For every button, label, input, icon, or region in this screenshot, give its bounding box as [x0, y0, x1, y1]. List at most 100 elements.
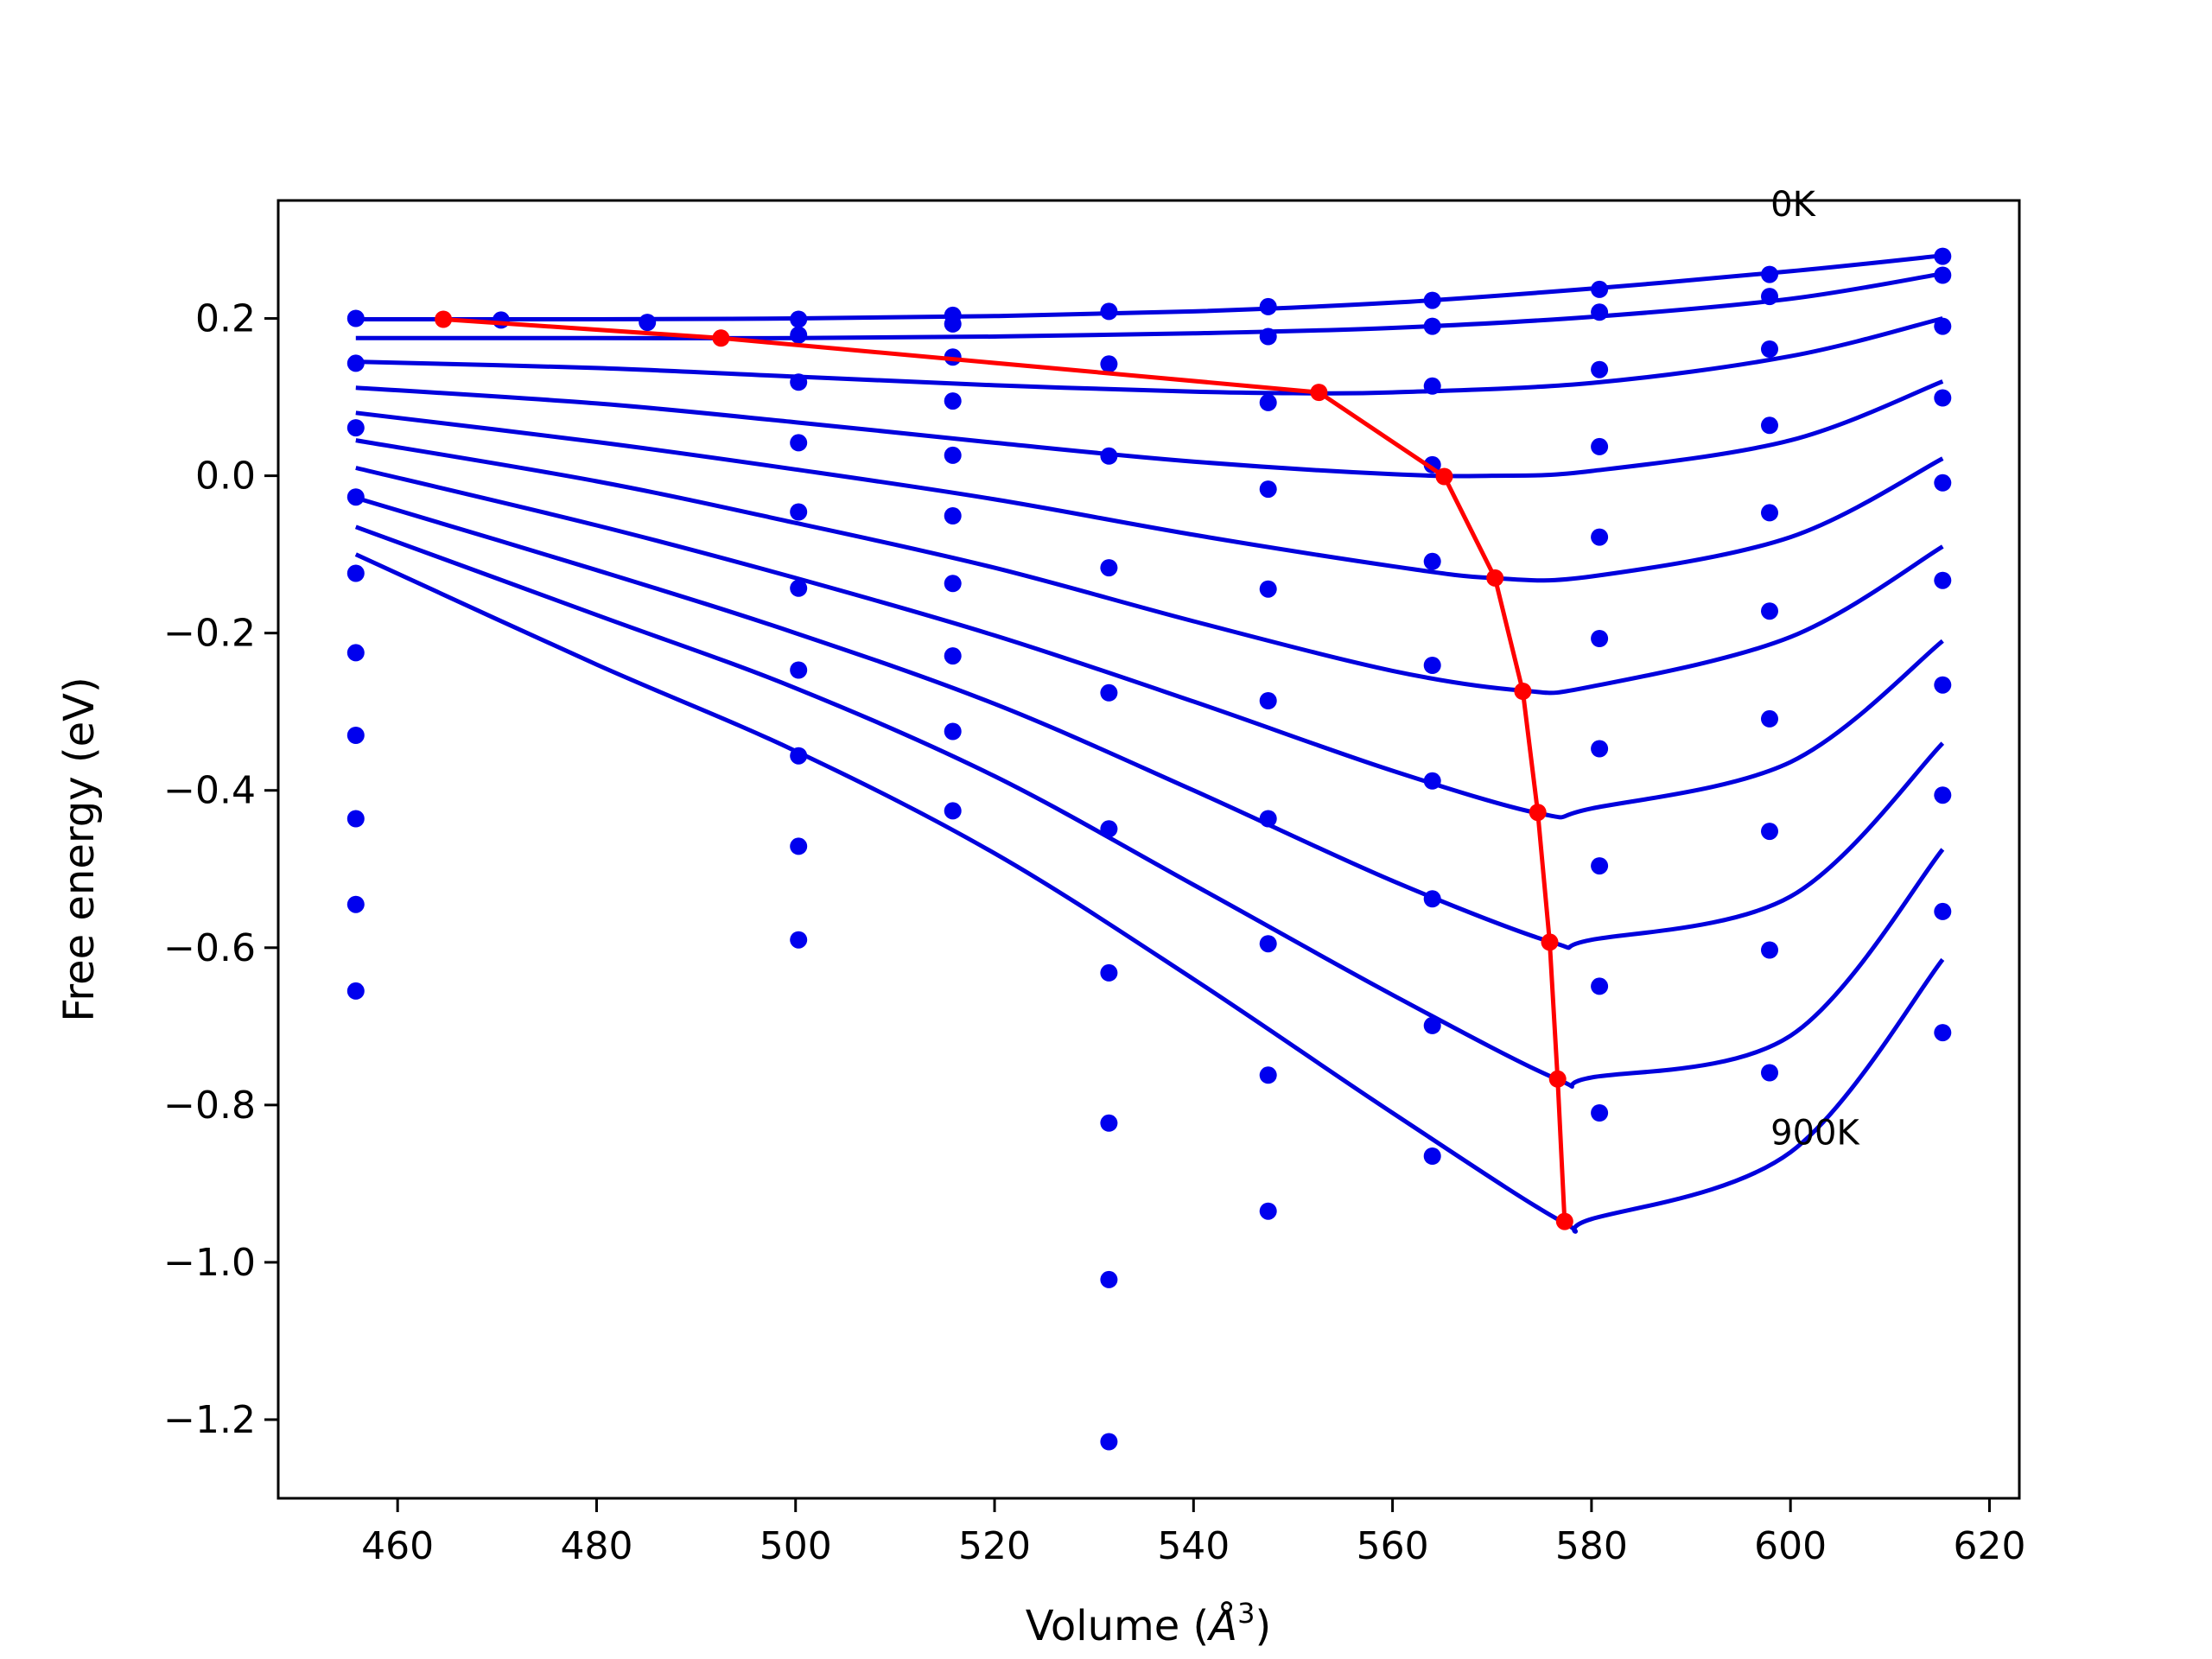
data-point-5-0 [1100, 302, 1118, 321]
fit-curve-3 [355, 379, 1944, 479]
data-point-9-4 [1761, 504, 1778, 522]
minimum-point-0 [435, 310, 453, 328]
data-point-7-9 [1423, 1147, 1441, 1165]
x-tick-label-7: 600 [1754, 1524, 1827, 1568]
data-point-4-1 [944, 315, 962, 333]
data-point-9-6 [1761, 709, 1778, 728]
data-point-3-9 [790, 931, 808, 949]
y-axis-label: Free energy (eV) [55, 677, 104, 1021]
fit-curve-4 [355, 410, 1944, 583]
data-point-4-6 [944, 575, 962, 593]
x-tick-label-0: 460 [361, 1524, 434, 1568]
annotations: 0K 900K [1770, 185, 1860, 1153]
data-point-8-6 [1591, 740, 1609, 758]
data-point-10-3 [1934, 389, 1952, 407]
data-point-5-5 [1100, 820, 1118, 838]
data-point-0-6 [346, 727, 365, 744]
data-point-3-4 [790, 503, 808, 521]
data-point-3-2 [790, 373, 808, 391]
data-point-10-0 [1934, 247, 1952, 265]
data-point-9-1 [1761, 288, 1778, 306]
data-point-6-9 [1259, 1202, 1277, 1220]
data-point-4-8 [944, 722, 962, 741]
data-point-6-1 [1259, 327, 1277, 346]
data-point-8-4 [1591, 528, 1609, 546]
data-point-5-6 [1100, 963, 1118, 982]
data-point-4-7 [944, 647, 962, 665]
data-point-9-0 [1761, 265, 1778, 283]
data-point-7-1 [1423, 317, 1441, 335]
y-tick-label-0: 0.2 [195, 297, 256, 341]
data-point-10-5 [1934, 571, 1952, 589]
y-tick-label-4: −0.6 [163, 926, 256, 970]
data-point-6-6 [1259, 810, 1277, 828]
data-point-8-5 [1591, 630, 1609, 647]
data-point-10-9 [1934, 1024, 1952, 1042]
data-point-4-3 [944, 392, 962, 410]
minimum-point-1 [712, 329, 730, 347]
minimum-point-7 [1541, 933, 1559, 951]
minimum-point-4 [1486, 569, 1504, 587]
data-point-5-1 [1100, 355, 1118, 373]
data-point-3-3 [790, 434, 808, 452]
data-point-3-6 [790, 661, 808, 679]
fit-curve-5 [355, 438, 1944, 696]
data-point-3-5 [790, 579, 808, 597]
minimum-point-5 [1514, 683, 1532, 700]
data-point-3-8 [790, 837, 808, 855]
data-point-8-7 [1591, 857, 1609, 875]
data-point-5-8 [1100, 1270, 1118, 1288]
axes-frame [276, 199, 2021, 1500]
x-tick-label-1: 480 [560, 1524, 632, 1568]
minima-line [442, 317, 1567, 1222]
data-point-7-5 [1423, 657, 1441, 674]
data-point-9-9 [1761, 1064, 1778, 1082]
data-point-0-0 [346, 309, 365, 327]
annotation-1: 900K [1770, 1113, 1860, 1153]
data-point-8-2 [1591, 360, 1609, 378]
fit-curve-2 [355, 316, 1943, 396]
data-point-0-7 [346, 810, 365, 828]
data-point-3-1 [790, 326, 808, 344]
minimum-point-6 [1529, 804, 1547, 822]
data-point-7-7 [1423, 890, 1441, 908]
data-point-0-8 [346, 895, 365, 913]
data-point-8-0 [1591, 280, 1609, 298]
data-point-6-7 [1259, 935, 1277, 953]
y-tick-label-5: −0.8 [163, 1084, 256, 1128]
data-point-10-7 [1934, 786, 1952, 804]
x-tick-label-8: 620 [1953, 1524, 2025, 1568]
data-point-8-9 [1591, 1104, 1609, 1122]
data-point-2-0 [639, 314, 657, 332]
y-tick-label-3: −0.4 [163, 769, 256, 813]
data-point-9-7 [1761, 823, 1778, 841]
data-point-7-6 [1423, 772, 1441, 790]
data-point-0-3 [346, 488, 365, 506]
minimum-point-8 [1548, 1070, 1567, 1088]
data-point-9-3 [1761, 416, 1778, 435]
data-point-0-9 [346, 982, 365, 1000]
x-tick-label-2: 500 [760, 1524, 832, 1568]
data-point-10-8 [1934, 902, 1952, 920]
data-point-8-3 [1591, 437, 1609, 455]
fit-curve-1 [355, 271, 1943, 340]
fit-curve-8 [354, 524, 1945, 1089]
data-point-7-2 [1423, 377, 1441, 395]
y-tick-label-2: −0.2 [163, 612, 256, 656]
data-point-10-4 [1934, 474, 1952, 492]
data-point-0-1 [346, 354, 365, 372]
minimum-point-3 [1435, 467, 1453, 486]
data-point-9-5 [1761, 602, 1778, 620]
x-tick-label-4: 540 [1157, 1524, 1230, 1568]
y-tick-label-7: −1.2 [163, 1398, 256, 1442]
data-point-7-0 [1423, 291, 1441, 309]
data-point-6-5 [1259, 692, 1277, 709]
data-point-10-6 [1934, 676, 1952, 694]
minimum-point-2 [1310, 384, 1328, 402]
minimum-point-9 [1555, 1212, 1573, 1230]
fit-curve-6 [355, 466, 1944, 820]
data-point-3-7 [790, 747, 808, 765]
data-point-0-2 [346, 419, 365, 437]
data-point-4-9 [944, 802, 962, 820]
data-point-4-4 [944, 446, 962, 464]
